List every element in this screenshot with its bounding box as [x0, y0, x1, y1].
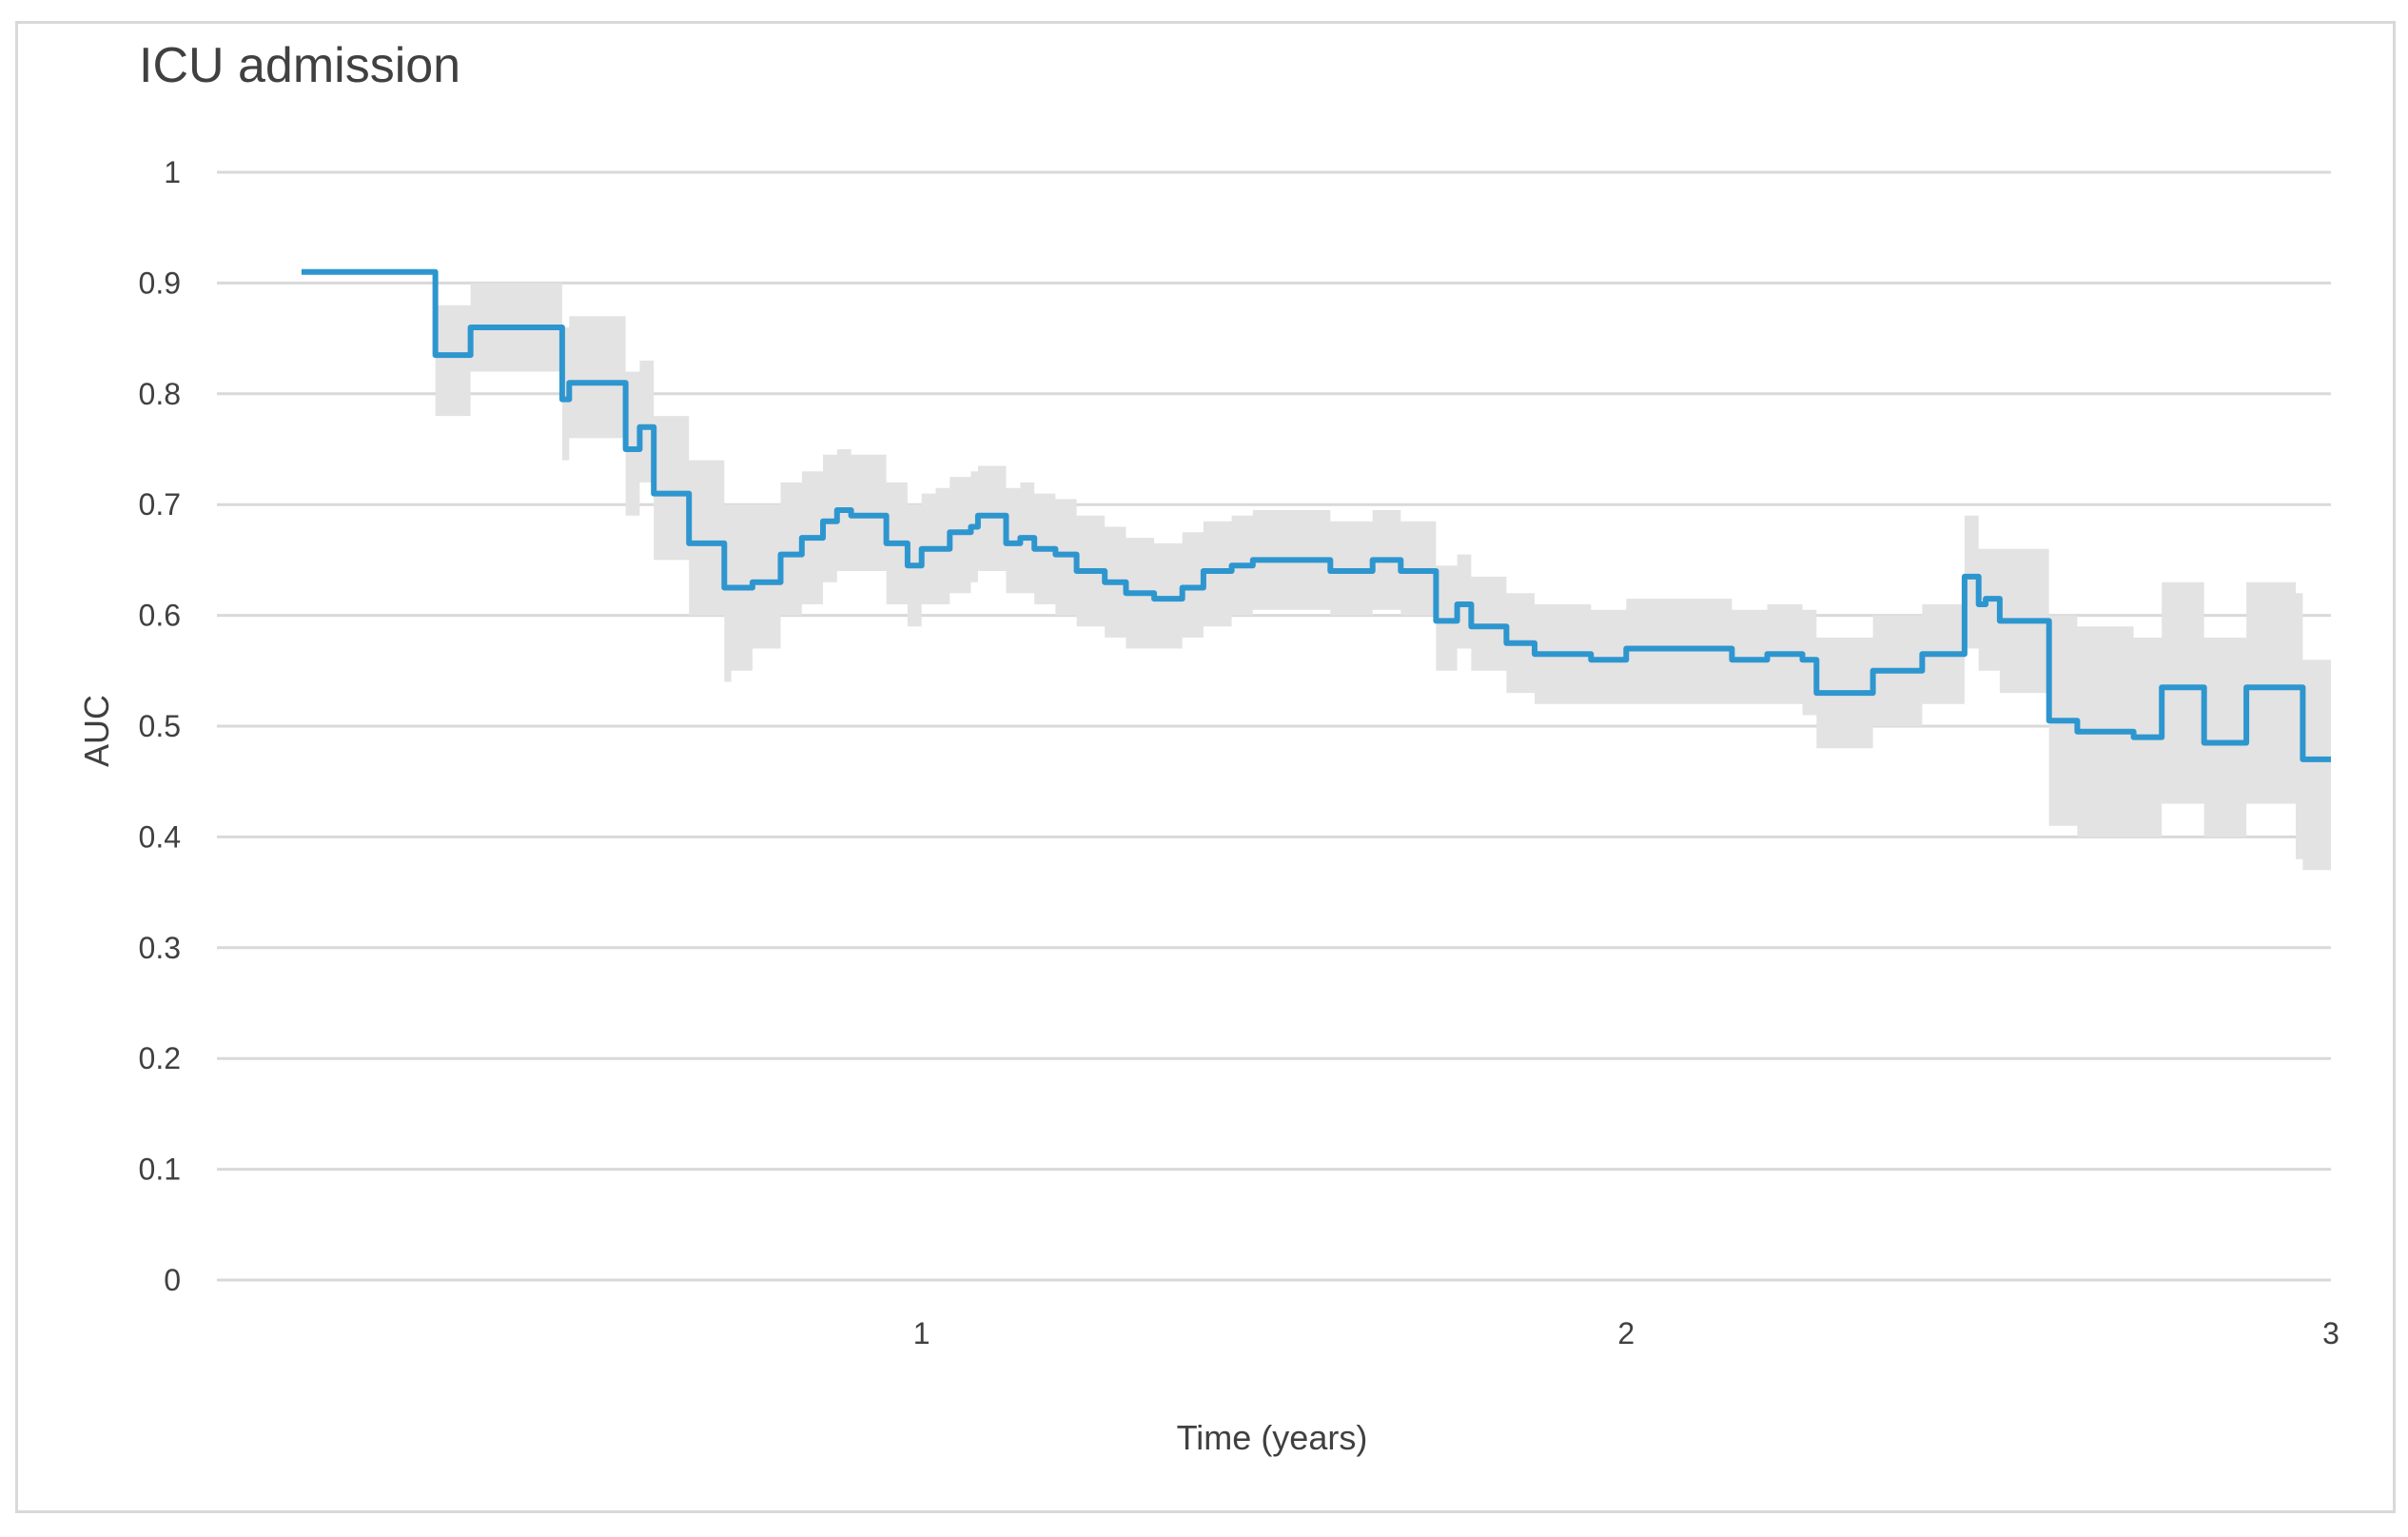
x-tick-label: 3	[2322, 1316, 2339, 1350]
y-tick-label: 0.2	[139, 1041, 181, 1075]
y-tick-label: 0.4	[139, 819, 181, 854]
y-tick-labels: 0 0.1 0.2 0.3 0.4 0.5 0.6 0.7 0.8 0.9 1	[139, 155, 181, 1297]
y-tick-label: 0.1	[139, 1153, 181, 1187]
confidence-band-layer	[301, 271, 2332, 871]
x-axis-label: Time (years)	[1177, 1418, 1368, 1457]
y-tick-label: 0.6	[139, 599, 181, 633]
x-tick-labels: 1 2 3	[913, 1316, 2339, 1350]
y-tick-label: 1	[164, 155, 181, 189]
y-tick-label: 0	[164, 1263, 181, 1297]
x-tick-label: 1	[913, 1316, 930, 1350]
y-tick-label: 0.5	[139, 709, 181, 743]
y-tick-label: 0.8	[139, 377, 181, 411]
chart-title: ICU admission	[139, 38, 460, 93]
x-tick-label: 2	[1617, 1316, 1635, 1350]
y-tick-label: 0.9	[139, 266, 181, 300]
y-tick-label: 0.3	[139, 931, 181, 965]
auc-series-line	[301, 268, 2331, 762]
series-line-layer	[301, 268, 2331, 762]
y-axis-label: AUC	[77, 695, 116, 767]
confidence-band	[301, 271, 2332, 871]
y-tick-label: 0.7	[139, 487, 181, 522]
